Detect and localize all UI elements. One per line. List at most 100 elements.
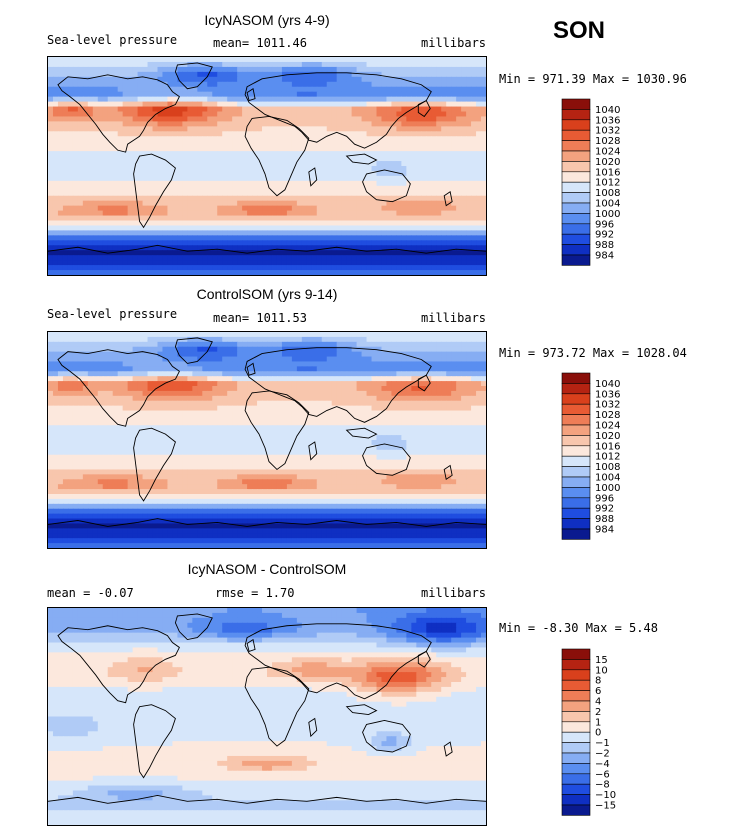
colorbar-swatch bbox=[561, 648, 591, 660]
panel-2-map bbox=[47, 331, 487, 549]
colorbar-swatch bbox=[561, 742, 591, 754]
colorbar-swatch bbox=[561, 109, 591, 121]
colorbar-swatch bbox=[561, 244, 591, 256]
map-1 bbox=[48, 57, 486, 275]
colorbar-swatch bbox=[561, 119, 591, 131]
colorbar-swatch bbox=[561, 497, 591, 509]
colorbar-tick-label: −6 bbox=[595, 769, 610, 780]
colorbar-swatch bbox=[561, 518, 591, 530]
panel-2-colorbar: 1040 1036 1032 1028 1024 1020 1016 1012 1008 1004… bbox=[561, 372, 681, 540]
colorbar-tick-label: 0 bbox=[595, 728, 601, 739]
colorbar-swatch bbox=[561, 393, 591, 405]
colorbar-swatch bbox=[561, 669, 591, 681]
colorbar-tick-label: 996 bbox=[595, 493, 614, 504]
colorbar-swatch bbox=[561, 528, 591, 540]
colorbar-swatch bbox=[561, 700, 591, 712]
colorbar-swatch bbox=[561, 161, 591, 173]
colorbar-swatch bbox=[561, 804, 591, 816]
panel-2-mean-label: mean= 1011.53 bbox=[213, 311, 307, 325]
colorbar-tick-label: −8 bbox=[595, 780, 610, 791]
panel-2-units: millibars bbox=[421, 311, 487, 325]
panel-1-left-label: Sea-level pressure bbox=[47, 33, 178, 47]
colorbar-tick-label: 1024 bbox=[595, 421, 620, 432]
contour-fill bbox=[48, 57, 486, 275]
colorbar-tick-label: 1040 bbox=[595, 105, 620, 116]
colorbar-swatch bbox=[561, 445, 591, 457]
colorbar-tick-label: 1032 bbox=[595, 126, 620, 137]
colorbar-swatch bbox=[561, 435, 591, 447]
colorbar-tick-label: −10 bbox=[595, 790, 616, 801]
panel-3-title: IcyNASOM - ControlSOM bbox=[187, 561, 347, 577]
colorbar-swatch bbox=[561, 403, 591, 415]
colorbar-tick-label: 1036 bbox=[595, 389, 620, 400]
colorbar-tick-label: 988 bbox=[595, 240, 614, 251]
colorbar-tick-label: 15 bbox=[595, 655, 608, 666]
colorbar-tick-label: 2 bbox=[595, 707, 601, 718]
colorbar-swatch bbox=[561, 783, 591, 795]
colorbar-swatch bbox=[561, 679, 591, 691]
panel-2-title: ControlSOM (yrs 9-14) bbox=[196, 286, 338, 302]
panel-3-rmse-label: rmse = 1.70 bbox=[215, 586, 295, 600]
colorbar-swatch bbox=[561, 383, 591, 395]
colorbar-tick-label: 6 bbox=[595, 686, 601, 697]
contour-fill bbox=[48, 332, 486, 548]
colorbar-tick-label: 1004 bbox=[595, 473, 620, 484]
colorbar-swatch bbox=[561, 129, 591, 141]
colorbar-swatch bbox=[561, 690, 591, 702]
colorbar-tick-label: 992 bbox=[595, 504, 614, 515]
colorbar-tick-label: 4 bbox=[595, 697, 601, 708]
colorbar-swatch bbox=[561, 424, 591, 436]
colorbar-tick-label: 992 bbox=[595, 230, 614, 241]
colorbar-swatch bbox=[561, 150, 591, 162]
colorbar-tick-label: −4 bbox=[595, 759, 610, 770]
colorbar-1: 1040103610321028102410201016101210081004… bbox=[561, 98, 620, 266]
colorbar-swatch bbox=[561, 202, 591, 214]
colorbar-swatch bbox=[561, 773, 591, 785]
colorbar-tick-label: 1008 bbox=[595, 188, 620, 199]
panel-2-left-label: Sea-level pressure bbox=[47, 307, 178, 321]
colorbar-tick-label: 1032 bbox=[595, 400, 620, 411]
colorbar-swatch bbox=[561, 455, 591, 467]
colorbar-tick-label: 1012 bbox=[595, 178, 620, 189]
colorbar-tick-label: 1012 bbox=[595, 452, 620, 463]
colorbar-swatch bbox=[561, 711, 591, 723]
season-label: SON bbox=[553, 17, 606, 44]
panel-1-mean-label: mean= 1011.46 bbox=[213, 36, 307, 50]
colorbar-tick-label: −15 bbox=[595, 801, 616, 812]
colorbar-tick-label: 1036 bbox=[595, 115, 620, 126]
colorbar-2: 1040103610321028102410201016101210081004… bbox=[561, 372, 620, 540]
colorbar-tick-label: 1020 bbox=[595, 157, 620, 168]
colorbar-tick-label: 1004 bbox=[595, 199, 620, 210]
colorbar-swatch bbox=[561, 140, 591, 152]
panel-3-map bbox=[47, 607, 487, 826]
colorbar-swatch bbox=[561, 192, 591, 204]
colorbar-swatch bbox=[561, 171, 591, 183]
panel-2-minmax: Min = 973.72 Max = 1028.04 bbox=[499, 346, 687, 360]
colorbar-swatch bbox=[561, 213, 591, 225]
colorbar-swatch bbox=[561, 507, 591, 519]
colorbar-swatch bbox=[561, 752, 591, 764]
panel-1-map bbox=[47, 56, 487, 276]
colorbar-tick-label: −1 bbox=[595, 738, 610, 749]
coastlines bbox=[48, 338, 486, 527]
colorbar-tick-label: 996 bbox=[595, 219, 614, 230]
colorbar-tick-label: 1008 bbox=[595, 462, 620, 473]
colorbar-swatch bbox=[561, 487, 591, 499]
colorbar-swatch bbox=[561, 466, 591, 478]
colorbar-tick-label: 988 bbox=[595, 514, 614, 525]
colorbar-swatch bbox=[561, 731, 591, 743]
colorbar-tick-label: 1024 bbox=[595, 147, 620, 158]
colorbar-swatch bbox=[561, 98, 591, 110]
coastlines bbox=[48, 614, 486, 803]
colorbar-tick-label: 1040 bbox=[595, 379, 620, 390]
colorbar-tick-label: 1028 bbox=[595, 410, 620, 421]
colorbar-swatch bbox=[561, 794, 591, 806]
contour-fill bbox=[48, 608, 486, 825]
colorbar-tick-label: 1016 bbox=[595, 167, 620, 178]
colorbar-tick-label: 984 bbox=[595, 251, 614, 262]
colorbar-tick-label: 8 bbox=[595, 676, 601, 687]
colorbar-tick-label: 1 bbox=[595, 717, 601, 728]
coastlines bbox=[48, 63, 486, 253]
map-2 bbox=[48, 332, 486, 548]
